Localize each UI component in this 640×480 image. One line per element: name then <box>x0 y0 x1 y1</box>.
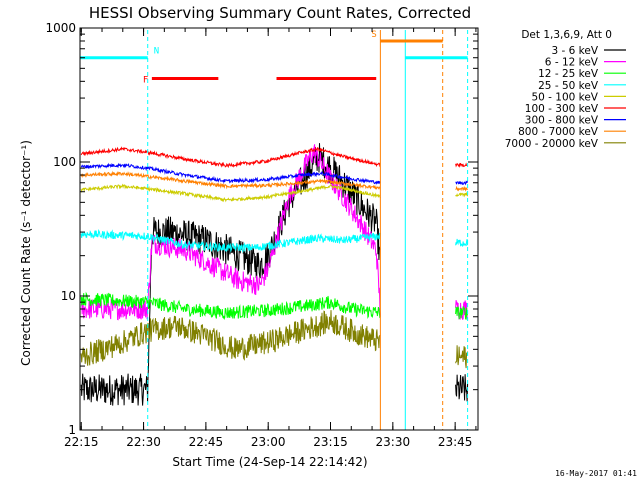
legend-entry-5: 50 - 100 keV <box>531 91 598 103</box>
legend-entry-6: 100 - 300 keV <box>525 103 599 115</box>
chart-title: HESSI Observing Summary Count Rates, Cor… <box>89 4 471 22</box>
y-tick-label-4: 1000 <box>45 21 76 35</box>
y-tick-label-2: 10 <box>61 289 76 303</box>
legend-title: Det 1,3,6,9, Att 0 <box>521 29 612 41</box>
flag-label-s: S <box>371 30 376 40</box>
legend-entry-7: 300 - 800 keV <box>525 115 599 127</box>
legend-entry-3: 12 - 25 keV <box>538 68 599 80</box>
x-tick-label-1: 22:15 <box>64 435 99 449</box>
x-tick-label-5: 23:15 <box>313 435 348 449</box>
x-tick-label-6: 23:30 <box>376 435 411 449</box>
series-line-5 <box>80 183 469 203</box>
plot-frame <box>79 27 479 431</box>
footer-date: 16-May-2017 01:41 <box>555 469 637 478</box>
legend-entry-1: 3 - 6 keV <box>551 45 598 57</box>
series-line-3 <box>80 291 469 321</box>
plot-area: N F S <box>80 30 469 430</box>
flag-label-f: F <box>143 75 148 85</box>
y-tick-label-1: 1 <box>68 423 76 437</box>
x-tick-label-7: 23:45 <box>438 435 473 449</box>
series-line-4 <box>80 228 469 254</box>
legend-entry-2: 6 - 12 keV <box>545 57 599 69</box>
series-line-1 <box>80 143 469 406</box>
series-line-6 <box>80 146 468 169</box>
y-tick-label-3: 100 <box>53 155 76 169</box>
flag-label-n: N <box>154 47 159 57</box>
x-tick-label-3: 22:45 <box>189 435 224 449</box>
axes: 22:15 22:30 22:45 23:00 23:15 23:30 23:45 1 10 10… <box>45 21 479 449</box>
y-axis-label: Corrected Count Rate (s⁻¹ detector⁻¹) <box>19 140 33 366</box>
x-tick-label-2: 22:30 <box>126 435 161 449</box>
series-line-7 <box>80 162 469 186</box>
legend-entry-4: 25 - 50 keV <box>538 80 599 92</box>
x-tick-label-4: 23:00 <box>251 435 286 449</box>
series-line-8 <box>80 170 468 192</box>
legend-entry-8: 800 - 7000 keV <box>518 126 599 138</box>
series-line-9 <box>80 310 469 369</box>
x-axis-label: Start Time (24-Sep-14 22:14:42) <box>172 455 367 469</box>
legend-entry-9: 7000 - 20000 keV <box>505 138 599 150</box>
